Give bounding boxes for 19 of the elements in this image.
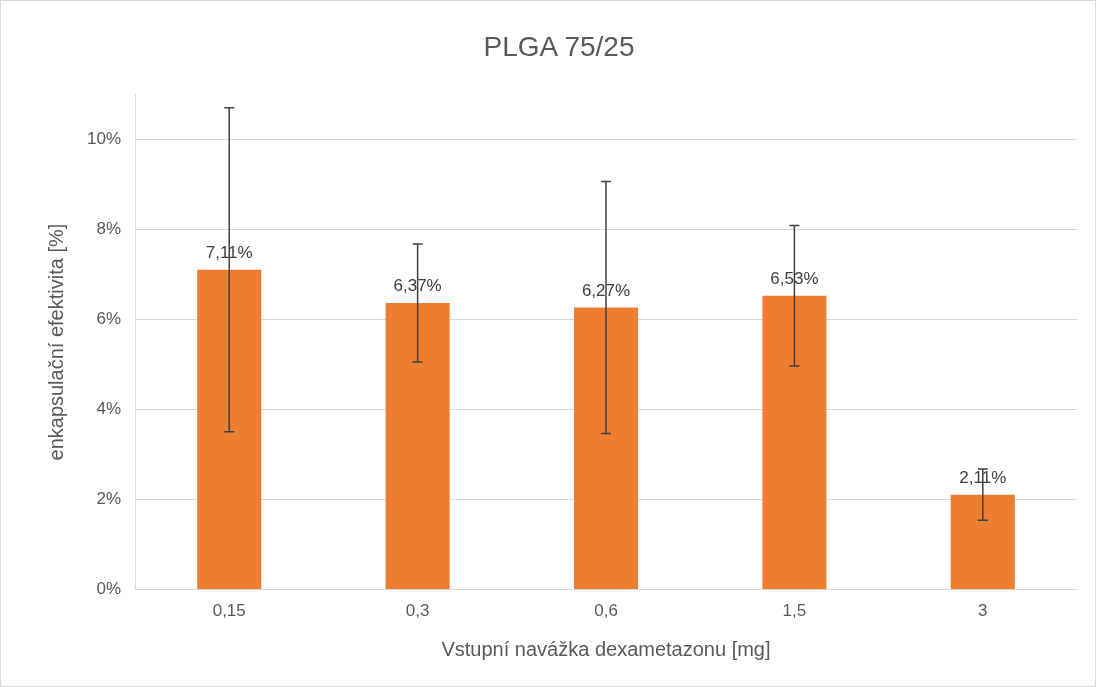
bar (197, 269, 262, 590)
x-axis-title: Vstupní navážka dexametazonu [mg] (441, 637, 771, 660)
chart-title: PLGA 75/25 (483, 30, 635, 62)
x-tick-label: 0,15 (212, 601, 246, 621)
y-tick-label: 0% (96, 579, 122, 599)
x-tick-label: 0,6 (594, 601, 618, 621)
y-tick-label: 8% (96, 219, 122, 239)
x-tick-label: 3 (978, 601, 988, 621)
bar (385, 302, 450, 590)
y-tick-label: 10% (86, 129, 122, 149)
bar (950, 494, 1015, 590)
bar (762, 295, 827, 590)
y-tick-label: 2% (96, 489, 122, 509)
y-tick-label: 6% (96, 309, 122, 329)
y-tick-label: 4% (96, 399, 122, 419)
bar (573, 307, 639, 590)
x-tick-label: 1,5 (782, 601, 807, 621)
x-tick-label: 0,3 (405, 601, 430, 621)
y-axis-title: enkapsulační efektivita [%] (44, 223, 67, 461)
